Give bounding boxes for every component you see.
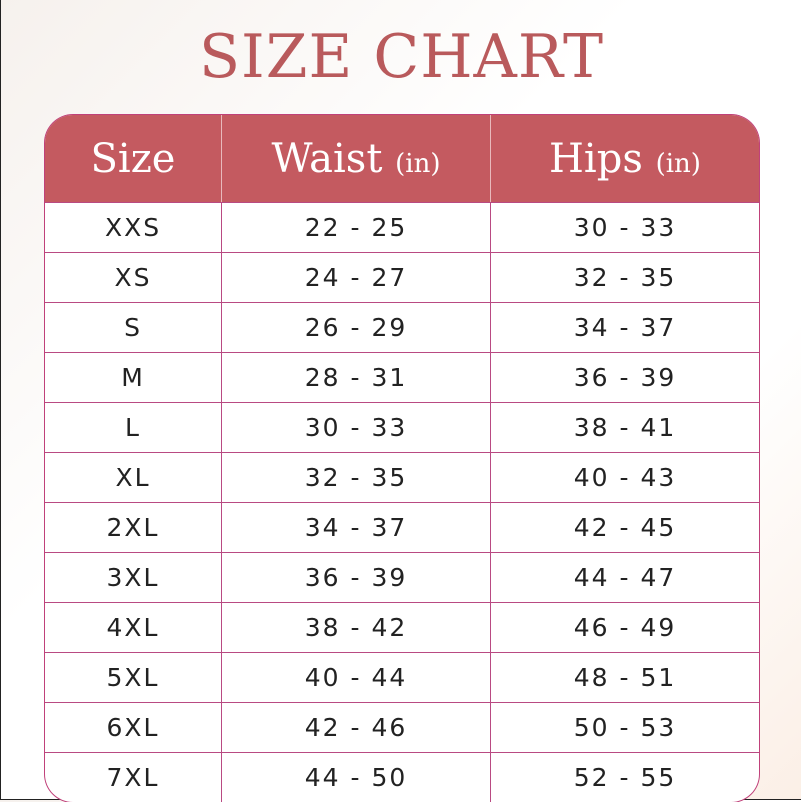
waist-cell: 34 - 37 <box>222 502 491 552</box>
waist-cell: 32 - 35 <box>222 452 491 502</box>
table-row: 3XL 36 - 39 44 - 47 <box>45 552 759 602</box>
table-row: XS 24 - 27 32 - 35 <box>45 252 759 302</box>
hips-cell: 48 - 51 <box>491 652 759 702</box>
size-cell: 6XL <box>45 702 222 752</box>
table-row: XL 32 - 35 40 - 43 <box>45 452 759 502</box>
size-cell: 2XL <box>45 502 222 552</box>
waist-cell: 44 - 50 <box>222 752 491 802</box>
table-row: 6XL 42 - 46 50 - 53 <box>45 702 759 752</box>
hips-cell: 50 - 53 <box>491 702 759 752</box>
page-title: SIZE CHART <box>198 22 605 92</box>
hips-cell: 42 - 45 <box>491 502 759 552</box>
hips-cell: 40 - 43 <box>491 452 759 502</box>
waist-cell: 38 - 42 <box>222 602 491 652</box>
table-header: Size Waist (in) Hips (in) <box>45 115 759 202</box>
size-cell: XS <box>45 252 222 302</box>
table-row: L 30 - 33 38 - 41 <box>45 402 759 452</box>
column-header: Size <box>45 115 222 202</box>
size-cell: 4XL <box>45 602 222 652</box>
size-cell: L <box>45 402 222 452</box>
hips-cell: 34 - 37 <box>491 302 759 352</box>
column-label: Hips <box>549 135 643 182</box>
table-row: S 26 - 29 34 - 37 <box>45 302 759 352</box>
table-row: 5XL 40 - 44 48 - 51 <box>45 652 759 702</box>
hips-cell: 52 - 55 <box>491 752 759 802</box>
size-cell: 7XL <box>45 752 222 802</box>
column-label: Waist <box>271 135 383 182</box>
column-header: Waist (in) <box>222 115 491 202</box>
size-cell: M <box>45 352 222 402</box>
waist-cell: 22 - 25 <box>222 202 491 252</box>
waist-cell: 36 - 39 <box>222 552 491 602</box>
hips-cell: 36 - 39 <box>491 352 759 402</box>
waist-cell: 40 - 44 <box>222 652 491 702</box>
hips-cell: 30 - 33 <box>491 202 759 252</box>
waist-cell: 30 - 33 <box>222 402 491 452</box>
hips-cell: 32 - 35 <box>491 252 759 302</box>
column-unit: (in) <box>655 148 701 179</box>
column-label: Size <box>90 135 176 182</box>
waist-cell: 42 - 46 <box>222 702 491 752</box>
size-cell: 3XL <box>45 552 222 602</box>
waist-cell: 24 - 27 <box>222 252 491 302</box>
table-row: 2XL 34 - 37 42 - 45 <box>45 502 759 552</box>
table-row: 7XL 44 - 50 52 - 55 <box>45 752 759 802</box>
size-cell: XXS <box>45 202 222 252</box>
hips-cell: 44 - 47 <box>491 552 759 602</box>
column-unit: (in) <box>395 148 441 179</box>
hips-cell: 46 - 49 <box>491 602 759 652</box>
column-header: Hips (in) <box>491 115 759 202</box>
waist-cell: 26 - 29 <box>222 302 491 352</box>
table-row: M 28 - 31 36 - 39 <box>45 352 759 402</box>
table-row: 4XL 38 - 42 46 - 49 <box>45 602 759 652</box>
table-row: XXS 22 - 25 30 - 33 <box>45 202 759 252</box>
size-cell: XL <box>45 452 222 502</box>
hips-cell: 38 - 41 <box>491 402 759 452</box>
size-table: Size Waist (in) Hips (in) XXS 22 - 25 30 - 3… <box>45 115 759 802</box>
size-cell: S <box>45 302 222 352</box>
waist-cell: 28 - 31 <box>222 352 491 402</box>
size-cell: 5XL <box>45 652 222 702</box>
